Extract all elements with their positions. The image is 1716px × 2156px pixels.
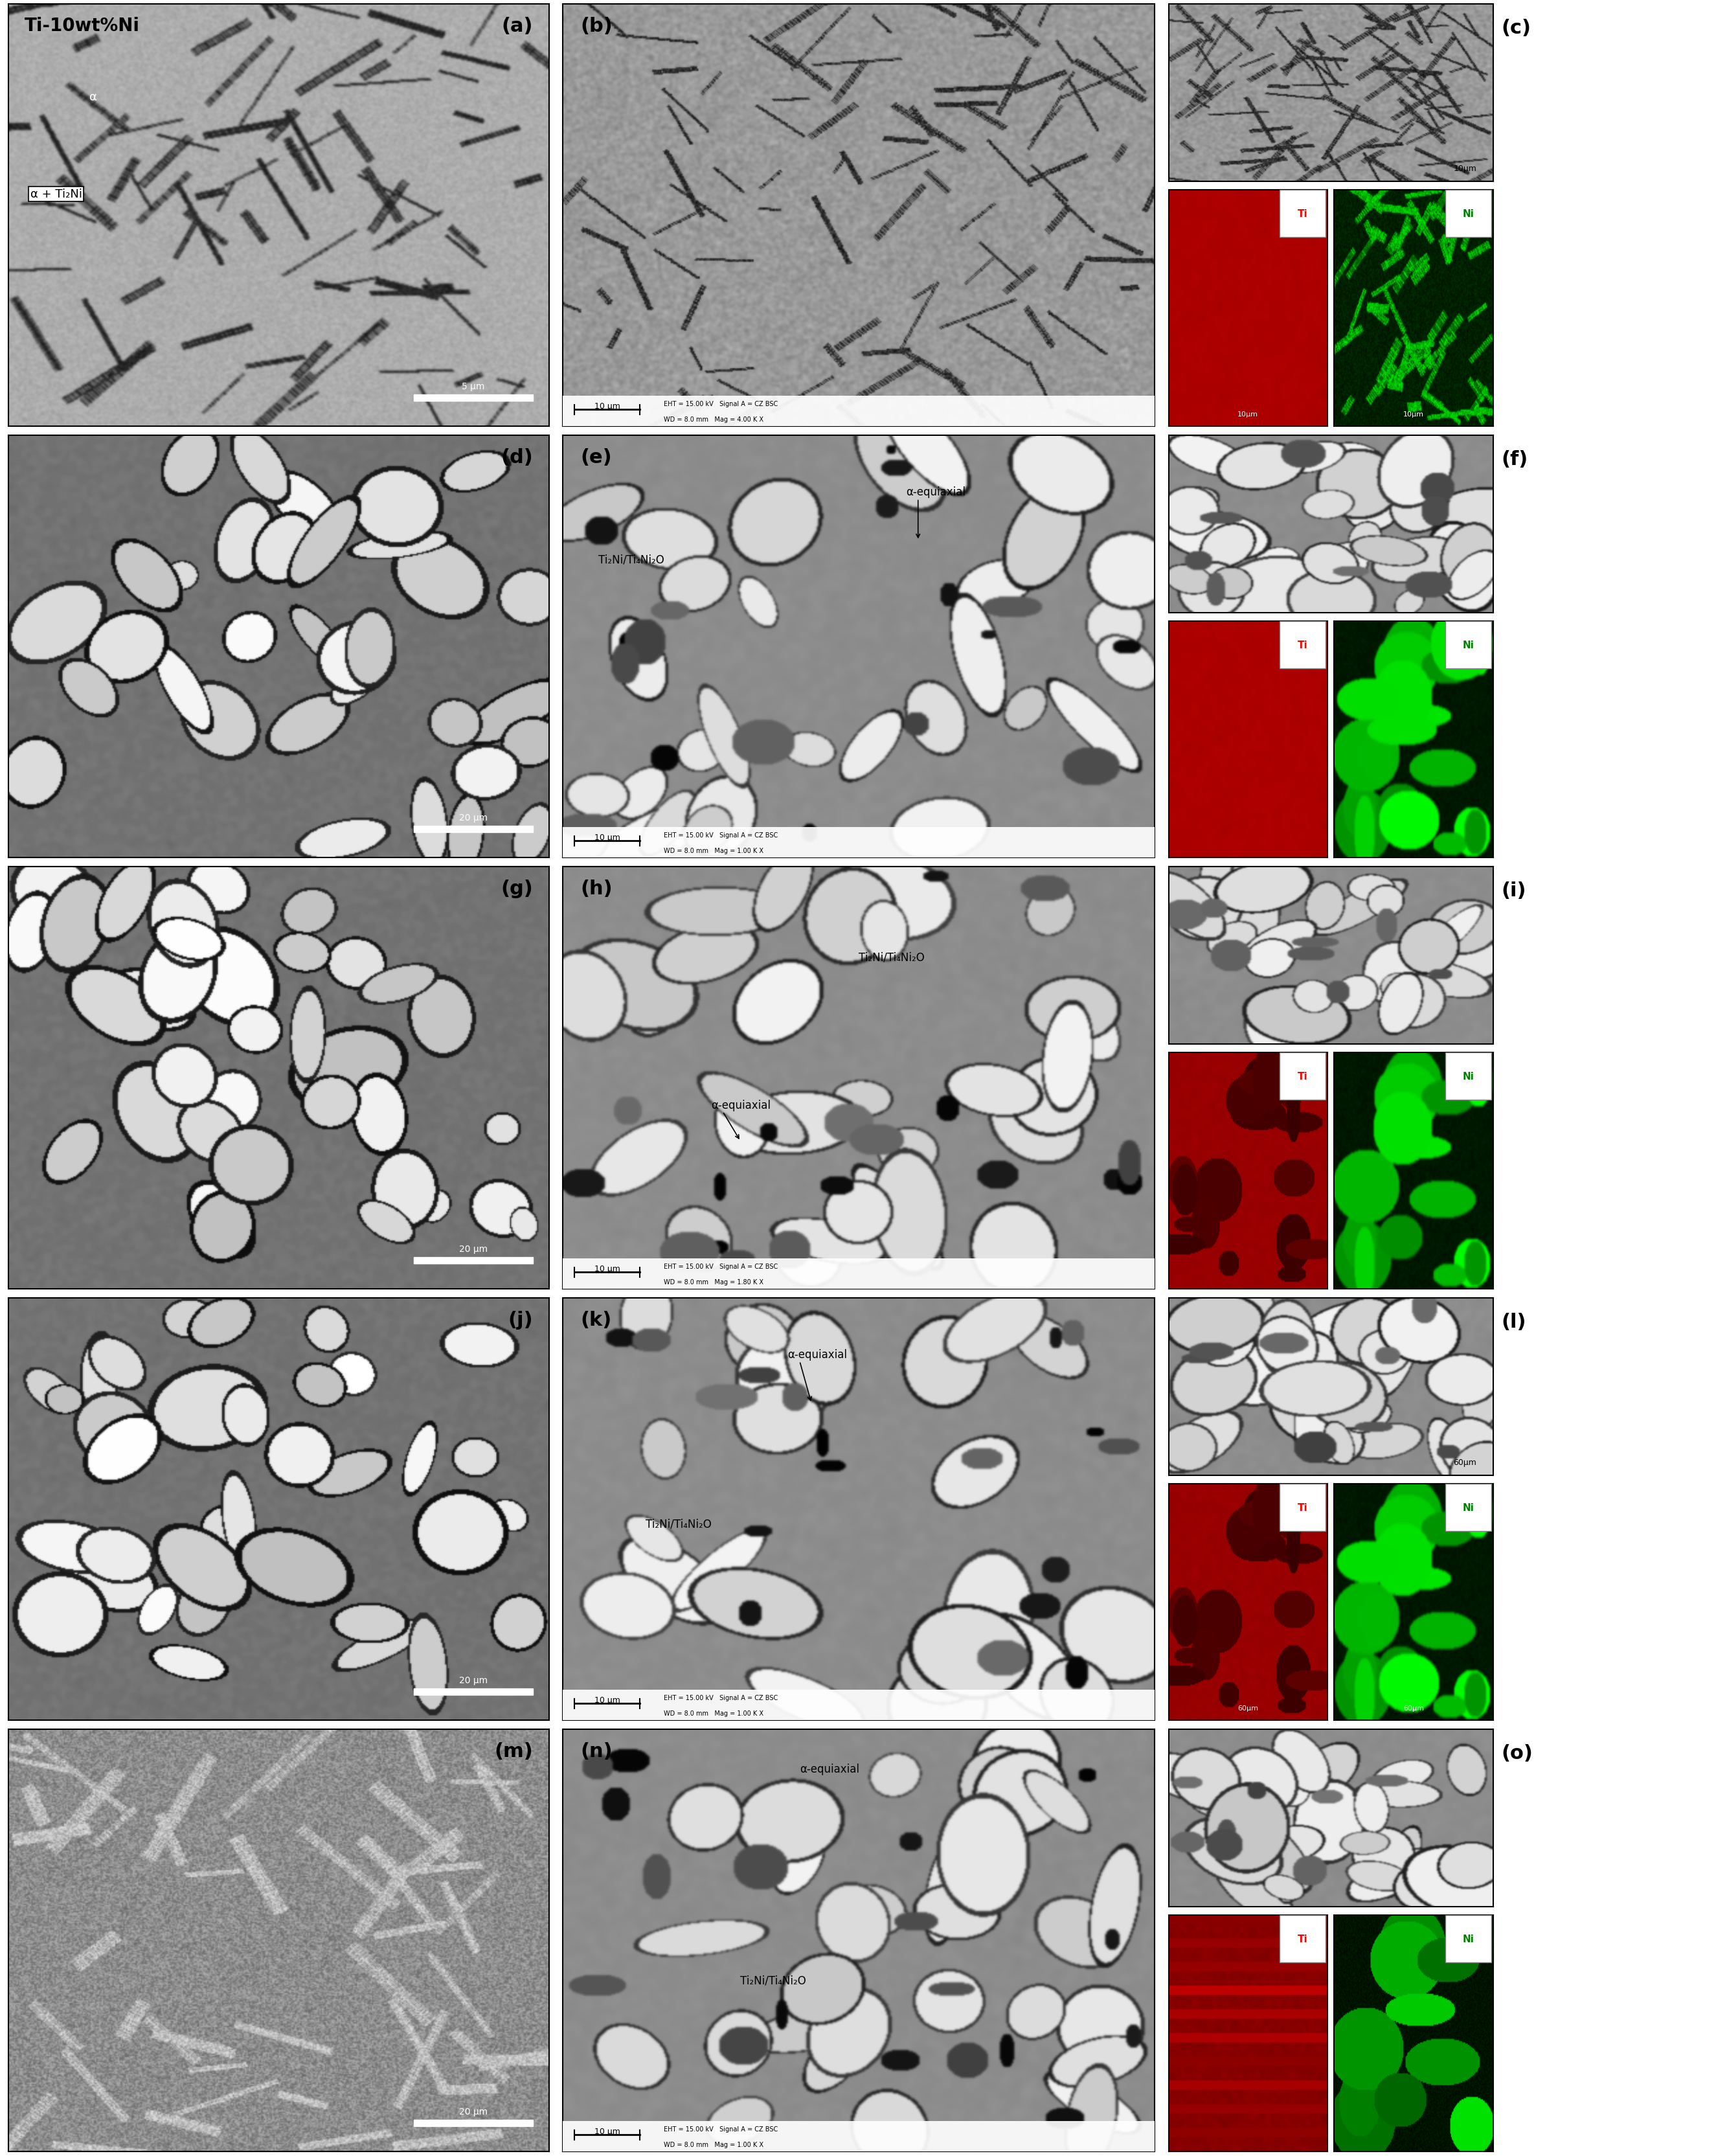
Text: 20 μm: 20 μm [460,2106,487,2115]
Bar [414,1688,534,1695]
FancyBboxPatch shape [1280,1483,1326,1531]
Text: α: α [89,91,98,103]
Text: (n): (n) [580,1742,613,1761]
Text: WD = 8.0 mm   Mag = 1.00 K X: WD = 8.0 mm Mag = 1.00 K X [664,847,764,854]
Text: Ti: Ti [1297,1503,1308,1511]
Text: 60μm: 60μm [1404,1705,1424,1712]
FancyBboxPatch shape [1445,1483,1491,1531]
Text: (a): (a) [501,17,534,37]
Text: (k): (k) [580,1311,613,1330]
FancyBboxPatch shape [1280,1915,1326,1962]
Text: 20 μm: 20 μm [460,1675,487,1684]
Text: WD = 8.0 mm   Mag = 1.80 K X: WD = 8.0 mm Mag = 1.80 K X [664,1279,764,1285]
Text: EHT = 15.00 kV   Signal A = CZ BSC: EHT = 15.00 kV Signal A = CZ BSC [664,2126,777,2132]
Text: 10 μm: 10 μm [594,832,619,841]
Text: (e): (e) [580,448,613,468]
Bar [563,397,1155,427]
Text: 5 μm: 5 μm [462,382,486,390]
Bar [414,2119,534,2126]
Text: Ti-10wt%Ni: Ti-10wt%Ni [24,17,141,34]
Text: (j): (j) [508,1311,534,1330]
Text: WD = 8.0 mm   Mag = 1.00 K X: WD = 8.0 mm Mag = 1.00 K X [664,1710,764,1716]
Text: WD = 8.0 mm   Mag = 4.00 K X: WD = 8.0 mm Mag = 4.00 K X [664,416,764,423]
Text: Ti: Ti [1297,1934,1308,1943]
Bar [563,828,1155,858]
Text: 60μm: 60μm [1237,1705,1258,1712]
Text: Ni: Ni [1462,640,1474,649]
Text: (o): (o) [1502,1744,1532,1761]
Text: Ni: Ni [1462,209,1474,218]
Text: (b): (b) [580,17,613,37]
Bar [414,1257,534,1263]
Text: (l): (l) [1502,1313,1527,1330]
Text: α-equiaxial: α-equiaxial [710,1100,770,1110]
Bar [563,1690,1155,1720]
Text: EHT = 15.00 kV   Signal A = CZ BSC: EHT = 15.00 kV Signal A = CZ BSC [664,832,777,839]
Text: Ti: Ti [1297,1072,1308,1080]
Text: (d): (d) [501,448,534,468]
Text: (c): (c) [1502,19,1531,37]
Text: α-equiaxial: α-equiaxial [906,487,966,498]
FancyBboxPatch shape [1445,1052,1491,1100]
Bar [414,395,534,401]
Text: 10 μm: 10 μm [594,2126,619,2134]
Text: α + Ti₂Ni: α + Ti₂Ni [31,188,82,201]
FancyBboxPatch shape [1280,190,1326,237]
Text: 10μm: 10μm [1453,164,1477,172]
Text: WD = 8.0 mm   Mag = 1.00 K X: WD = 8.0 mm Mag = 1.00 K X [664,2141,764,2147]
FancyBboxPatch shape [1445,190,1491,237]
Bar [563,2122,1155,2152]
Text: Ti₂Ni/Ti₄Ni₂O: Ti₂Ni/Ti₄Ni₂O [858,951,925,964]
Text: EHT = 15.00 kV   Signal A = CZ BSC: EHT = 15.00 kV Signal A = CZ BSC [664,1263,777,1270]
Text: 20 μm: 20 μm [460,1244,487,1253]
Text: Ti: Ti [1297,209,1308,218]
Text: α-equiaxial: α-equiaxial [800,1764,860,1774]
FancyBboxPatch shape [1280,621,1326,668]
Text: Ti₂Ni/Ti₄Ni₂O: Ti₂Ni/Ti₄Ni₂O [599,554,664,565]
Text: 10 μm: 10 μm [594,1263,619,1272]
Text: 10 μm: 10 μm [594,1695,619,1703]
Text: (h): (h) [580,880,613,899]
Text: Ti: Ti [1297,640,1308,649]
Text: 20 μm: 20 μm [460,813,487,821]
Text: EHT = 15.00 kV   Signal A = CZ BSC: EHT = 15.00 kV Signal A = CZ BSC [664,401,777,407]
Text: 10 μm: 10 μm [594,401,619,410]
Text: Ti₂Ni/Ti₄Ni₂O: Ti₂Ni/Ti₄Ni₂O [740,1975,807,1986]
Bar [414,826,534,832]
FancyBboxPatch shape [1445,1915,1491,1962]
Text: Ni: Ni [1462,1072,1474,1080]
Text: Ni: Ni [1462,1503,1474,1511]
FancyBboxPatch shape [1445,621,1491,668]
Text: (i): (i) [1502,882,1527,899]
Text: α-equiaxial: α-equiaxial [788,1350,848,1360]
Text: EHT = 15.00 kV   Signal A = CZ BSC: EHT = 15.00 kV Signal A = CZ BSC [664,1695,777,1701]
Text: (m): (m) [494,1742,534,1761]
Text: 10μm: 10μm [1404,412,1424,418]
Text: Ni: Ni [1462,1934,1474,1943]
Text: (g): (g) [501,880,534,899]
Text: 60μm: 60μm [1453,1457,1477,1466]
FancyBboxPatch shape [1280,1052,1326,1100]
Text: (f): (f) [1502,451,1529,468]
Text: Ti₂Ni/Ti₄Ni₂O: Ti₂Ni/Ti₄Ni₂O [645,1518,712,1529]
Bar [563,1259,1155,1289]
Text: 10μm: 10μm [1237,412,1258,418]
